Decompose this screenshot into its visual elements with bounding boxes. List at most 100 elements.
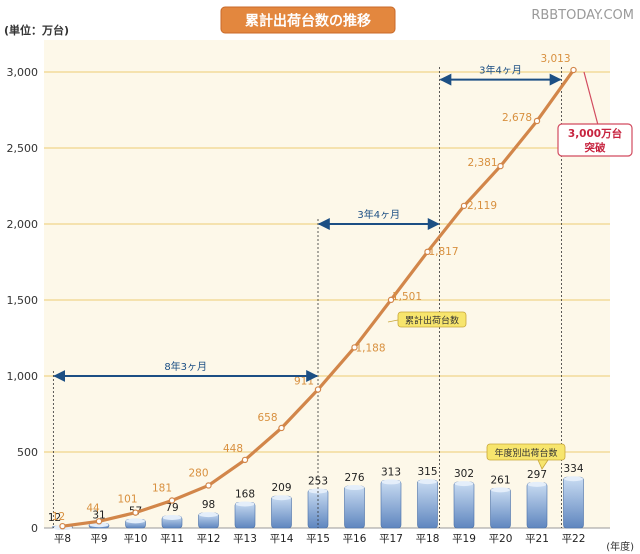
- line-point: [278, 424, 285, 432]
- x-tick-label: 平11: [160, 533, 184, 545]
- bar-top: [199, 512, 218, 518]
- x-tick-label: 平19: [452, 533, 476, 545]
- bar-body: [563, 476, 584, 529]
- bar-series: 1231577998168209253276313315302261297334: [48, 463, 584, 531]
- bar-top: [126, 518, 145, 524]
- x-tick-label: 平20: [489, 533, 513, 545]
- line-point: [241, 456, 249, 464]
- bar-value-label: 313: [381, 466, 401, 478]
- x-axis-label: (年度): [606, 540, 634, 553]
- bar-body: [417, 479, 438, 529]
- bar-value-label: 276: [344, 472, 364, 484]
- line-value-label: 2,119: [467, 200, 497, 212]
- x-tick-label: 平8: [54, 533, 71, 545]
- bar: [417, 479, 438, 529]
- line-value-label: 448: [223, 443, 243, 455]
- bar-body: [490, 488, 511, 529]
- bar-top: [454, 481, 474, 487]
- y-tick-label: 500: [17, 446, 38, 459]
- x-tick-label: 平22: [562, 533, 586, 545]
- bar-value-label: 168: [235, 488, 255, 500]
- line-point: [205, 482, 212, 489]
- bar-value-label: 334: [563, 463, 583, 475]
- line-value-label: 44: [86, 502, 100, 514]
- line-value-label: 911: [294, 376, 314, 388]
- line-point: [95, 518, 103, 525]
- line-point: [132, 509, 139, 516]
- bar: [198, 512, 219, 529]
- x-tick-label: 平18: [416, 533, 440, 545]
- span-label: 3年4ヶ月: [479, 64, 522, 77]
- x-tick-label: 平15: [306, 533, 330, 545]
- bar: [161, 514, 183, 529]
- line-value-label: 101: [117, 494, 137, 506]
- legend-line-label: 累計出荷台数: [405, 315, 459, 327]
- line-value-label: 12: [52, 511, 65, 523]
- y-tick-label: 3,000: [7, 66, 39, 79]
- x-tick-label: 平21: [525, 533, 549, 545]
- y-tick-label: 1,500: [7, 294, 39, 307]
- x-tick-label: 平14: [270, 533, 294, 545]
- line-point: [533, 117, 541, 125]
- span-arrows: 8年3ヶ月 3年4ヶ月 3年4ヶ月: [53, 64, 562, 382]
- y-tick-label: 2,000: [7, 218, 39, 231]
- line-value-label: 1,188: [355, 342, 385, 354]
- x-tick-label: 平17: [379, 533, 403, 545]
- bar-top: [235, 501, 255, 507]
- line-point: [570, 66, 577, 74]
- y-tick-label: 2,500: [7, 142, 39, 155]
- callout-3000: 3,000万台 突破: [557, 71, 633, 157]
- legend-bar-label: 年度別出荷台数: [494, 447, 557, 459]
- bar-value-label: 261: [490, 474, 510, 486]
- bar-value-label: 315: [417, 466, 437, 478]
- line-point: [387, 296, 395, 304]
- callout-line-2: 突破: [585, 141, 606, 154]
- y-tick-label: 1,000: [7, 370, 39, 383]
- bar: [271, 495, 292, 529]
- bar: [563, 476, 584, 529]
- bar: [344, 485, 365, 529]
- chart-title: 累計出荷台数の推移: [245, 13, 371, 30]
- unit-label: (単位：万台): [4, 23, 69, 37]
- line-point: [497, 162, 504, 170]
- line-point: [59, 522, 66, 530]
- line-value-label: 181: [152, 482, 172, 494]
- bar: [380, 479, 402, 529]
- bar-value-label: 98: [202, 499, 215, 511]
- bar-top: [381, 479, 401, 485]
- span-label: 3年4ヶ月: [357, 208, 400, 221]
- legend-bar-series: 年度別出荷台数: [486, 443, 566, 470]
- line-point: [314, 386, 322, 393]
- bar-value-label: 31: [92, 509, 105, 521]
- x-tick-label: 平16: [343, 533, 367, 545]
- y-tick-label: 0: [31, 522, 38, 535]
- chart-title-box: 累計出荷台数の推移: [220, 6, 396, 34]
- bar-value-label: 302: [454, 468, 474, 480]
- bar-top: [527, 481, 547, 487]
- bar-top: [491, 487, 510, 493]
- bar-top: [564, 476, 583, 482]
- bar: [490, 487, 511, 529]
- callout-line-1: 3,000万台: [568, 127, 622, 140]
- line-value-label: 2,381: [467, 157, 497, 169]
- bar-top: [418, 479, 437, 485]
- bar: [88, 522, 110, 529]
- bar-top: [272, 495, 291, 501]
- bar-top: [162, 514, 182, 520]
- y-axis-tick-labels: 0 500 1,000 1,500 2,000 2,500 3,000: [7, 66, 39, 535]
- x-axis-tick-labels: 平8 平9 平10 平11 平12 平13 平14 平15 平16 平17 平18 平19 平20 平21…: [54, 533, 586, 545]
- legend-line-series: 累計出荷台数: [387, 311, 467, 328]
- line-point: [351, 344, 358, 351]
- bar-body: [526, 482, 548, 529]
- bar: [234, 501, 256, 529]
- bar-body: [344, 485, 365, 529]
- line-point: [168, 497, 176, 504]
- bar: [526, 481, 548, 529]
- line-point: [424, 248, 431, 256]
- x-tick-label: 平12: [197, 533, 221, 545]
- bar-top: [345, 485, 364, 491]
- bar-body: [271, 495, 292, 529]
- line-value-label: 2,678: [502, 112, 532, 124]
- bar: [125, 518, 146, 529]
